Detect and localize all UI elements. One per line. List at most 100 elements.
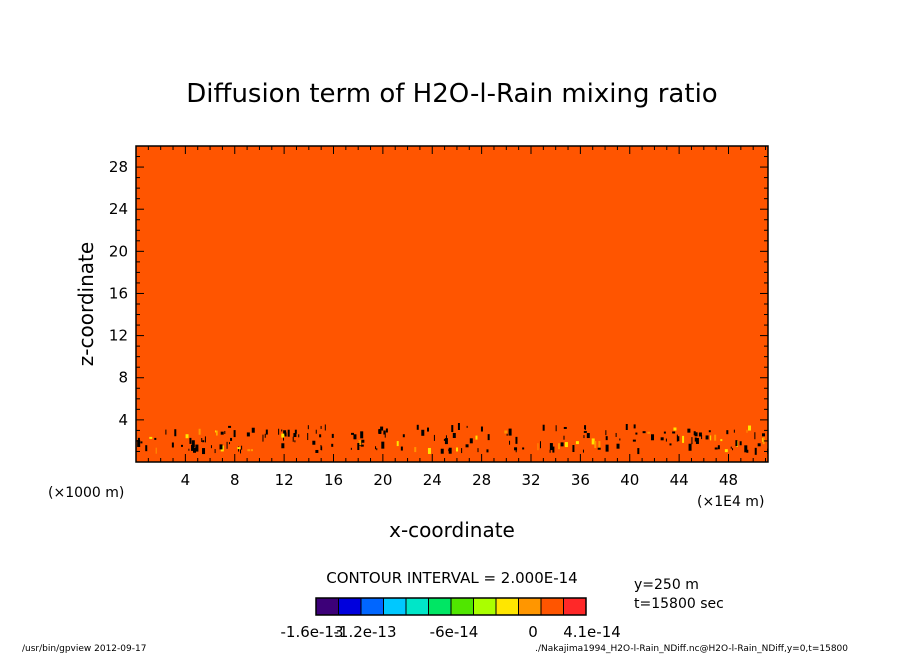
field-feature [210,445,212,449]
field-feature [298,434,300,438]
field-feature [383,430,386,435]
x-tick-label: 32 [521,471,540,489]
field-feature [687,428,691,433]
contour-interval: CONTOUR INTERVAL = 2.000E-14 [326,569,577,587]
field-feature [635,432,638,435]
x-tick-label: 4 [181,471,191,489]
field-feature [414,447,417,453]
field-feature [191,444,195,451]
field-feature [465,444,469,448]
field-feature [265,429,268,435]
field-feature [647,431,651,434]
field-feature [669,443,672,446]
t-info: t=15800 sec [634,596,724,612]
field-feature [433,434,435,441]
y-tick-label: 12 [109,327,128,345]
field-feature [264,433,266,438]
field-feature [625,423,628,430]
field-feature [293,433,297,438]
field-feature [233,430,236,438]
x-tick-label: 20 [373,471,392,489]
field-feature [720,439,723,442]
field-feature [673,427,677,431]
field-feature [651,434,655,441]
field-feature [361,439,365,443]
field-feature [360,431,364,439]
field-feature [228,442,230,445]
field-feature [466,425,468,428]
field-feature [637,448,640,455]
field-feature [739,441,742,446]
y-tick-label: 28 [109,158,128,176]
colorbar-label: 4.1e-14 [563,623,621,641]
field-feature [247,449,251,452]
field-feature [486,449,489,453]
colorbar-label: -1.6e-13 [281,623,344,641]
field-feature [475,435,478,440]
field-feature [515,436,518,444]
field-feature [461,448,463,454]
field-feature [717,445,720,450]
field-feature [582,449,584,453]
field-feature [192,447,196,453]
field-feature [204,436,206,443]
field-feature [509,440,511,445]
field-feature [283,430,287,436]
field-feature [307,433,309,441]
field-feature [633,424,636,429]
colorbar-swatch [450,597,474,616]
colorbar-label: 0 [528,623,538,641]
field-feature [220,431,224,435]
field-feature [400,446,403,451]
field-feature [226,441,228,449]
field-feature [315,429,317,434]
field-feature [214,449,216,454]
colorbar-labels: -1.6e-13-1.2e-13 -6e-14 0 4.1e-14 [281,623,621,641]
field-feature [522,447,525,450]
field-feature [572,445,575,453]
field-feature [676,434,678,442]
field-feature [487,434,490,441]
field-feature [385,428,388,433]
field-feature [189,437,192,444]
field-feature [320,425,322,429]
field-feature [321,446,323,451]
colorbar-swatch [383,597,407,616]
field-feature [746,449,749,453]
field-feature [746,429,748,433]
colorbar-swatch [360,597,384,616]
field-feature [149,436,153,439]
field-feature [224,430,226,434]
chart-title: Diffusion term of H2O-l-Rain mixing rati… [186,79,717,109]
field-feature [375,446,377,450]
colorbar-label: -1.2e-13 [334,623,397,641]
field-feature [240,449,242,454]
field-feature [469,438,473,444]
field-feature [358,440,362,446]
field-feature [714,434,717,441]
field-feature [575,441,579,445]
field-feature [281,443,285,449]
field-feature [444,438,448,445]
field-feature [350,447,352,450]
field-feature [278,428,280,435]
colorbar-swatch [563,597,587,616]
field-feature [145,445,148,452]
field-feature [292,436,294,442]
field-feature [215,430,217,433]
y-tick-label: 20 [109,242,128,260]
field-feature [451,425,454,433]
field-feature [320,445,322,451]
field-feature [230,437,233,441]
field-feature [360,444,364,447]
field-feature [137,437,140,441]
field-feature [605,436,608,441]
x-tick-label: 36 [571,471,590,489]
field-feature [724,449,728,453]
field-feature [710,435,712,441]
field-feature [615,432,617,437]
field-feature [396,441,399,447]
x-tick-label: 16 [324,471,343,489]
field-feature [586,433,590,439]
field-feature [594,441,597,449]
